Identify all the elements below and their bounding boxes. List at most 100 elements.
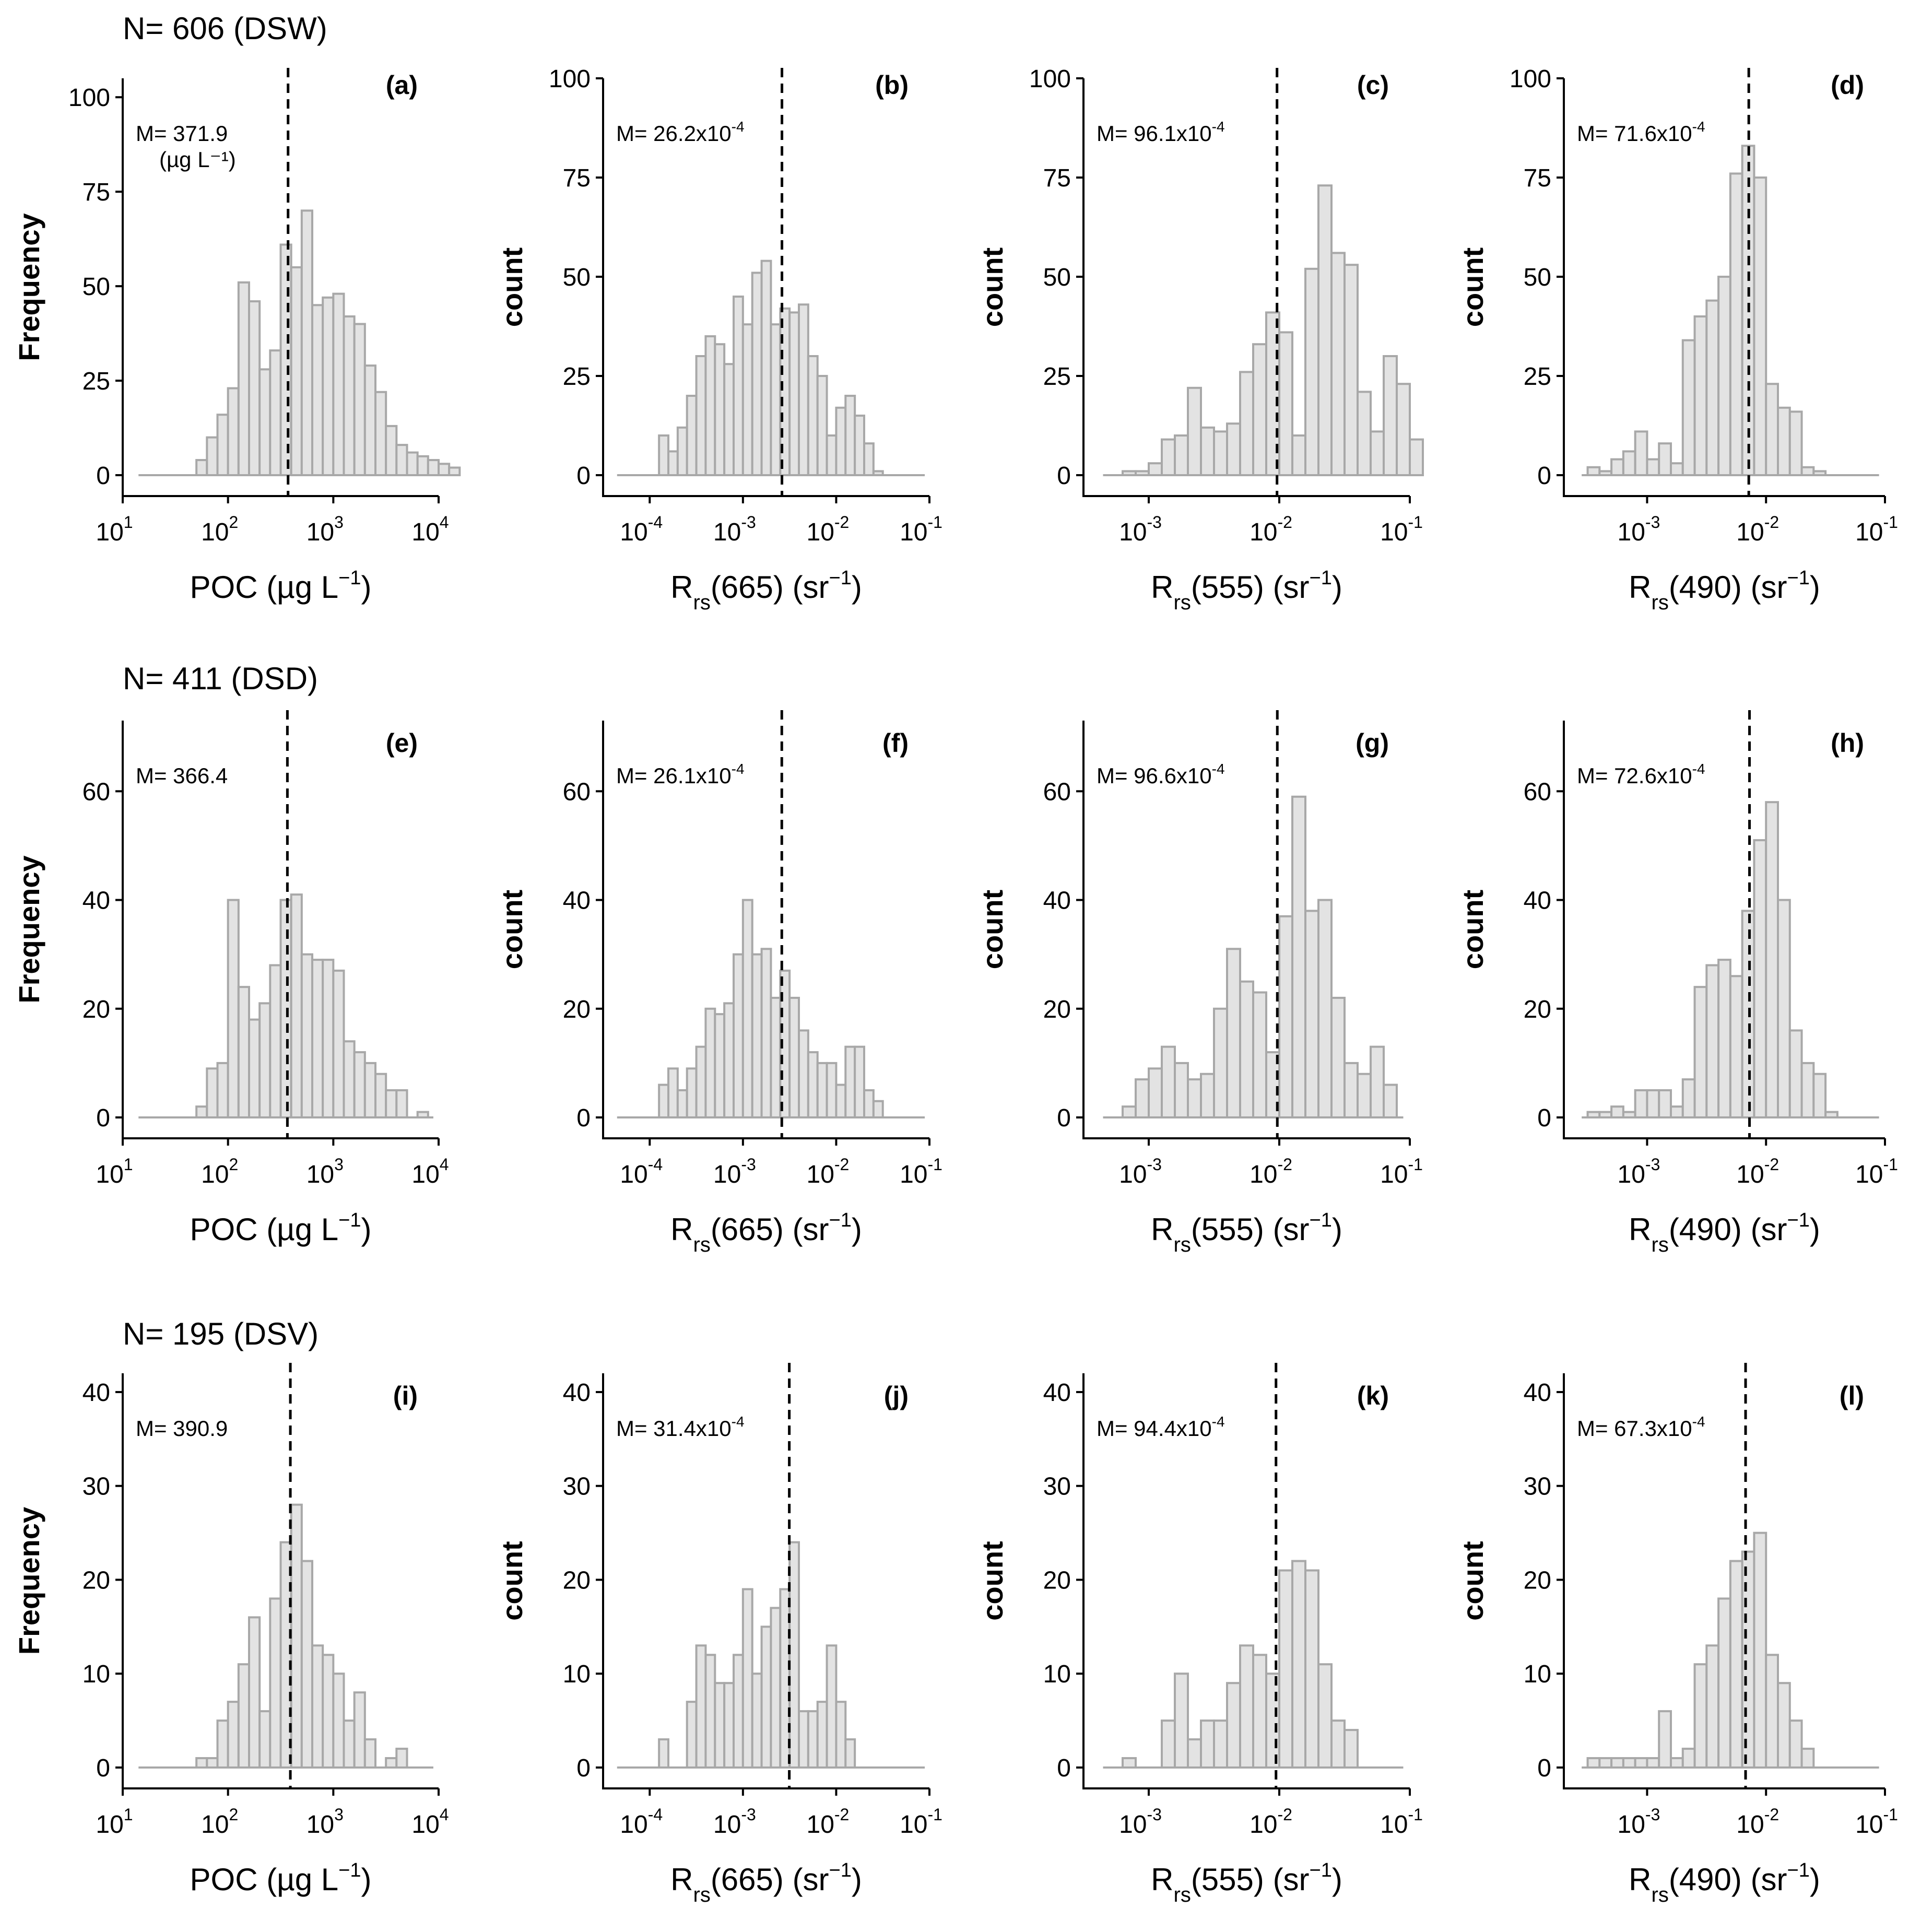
y-axis-label: count (496, 890, 528, 969)
y-tick-label: 10 (1524, 1660, 1551, 1688)
panel-g: 0 20 40 60 10-3 10-2 10-1 M= 96.6x10-4 (g) count R… (976, 710, 1423, 1256)
x-axis-label: Rrs(665) (sr−1) (670, 1859, 862, 1906)
histogram-bar (1753, 176, 1767, 476)
histogram-bar (1278, 331, 1293, 477)
median-label: M= 371.9 (136, 121, 228, 146)
panel-i: 0 10 20 30 40 101 102 103 104 M= 390.9 (i) N= 195 (… (13, 1316, 449, 1897)
histogram-bar (300, 953, 313, 1119)
histogram-bar (1753, 839, 1767, 1119)
y-tick-label: 50 (83, 273, 110, 301)
histogram-bar (1705, 299, 1720, 476)
superscript: −1 (1787, 1859, 1810, 1881)
x-tick-exponent: 3 (334, 1155, 344, 1174)
y-tick-label: 20 (83, 996, 110, 1023)
axis-lines (602, 721, 929, 1139)
histogram-bar (704, 1654, 716, 1769)
histogram-bar (1174, 1062, 1189, 1118)
y-tick-label: 0 (1537, 462, 1551, 490)
histogram-bar (374, 1073, 387, 1119)
histogram-bar (1135, 1078, 1150, 1118)
y-tick-label: 50 (1043, 264, 1071, 291)
histogram-bar (1239, 1644, 1254, 1769)
histogram-bar (1343, 1062, 1359, 1118)
x-tick-exponent: -2 (1764, 513, 1779, 532)
histogram-bar (844, 395, 856, 476)
histogram-bar (1370, 1045, 1385, 1119)
y-tick-label: 20 (1043, 996, 1071, 1023)
histogram-bar (290, 893, 303, 1118)
histogram-bar (658, 1083, 669, 1118)
x-tick-label: 10-3 (1119, 1805, 1162, 1839)
histogram-bar (1135, 470, 1150, 477)
x-tick-exponent: -3 (1147, 1155, 1161, 1174)
histogram-bar (816, 375, 828, 476)
histogram-bar (1383, 1083, 1398, 1118)
median-exponent: -4 (1212, 119, 1225, 135)
histogram-bar (1646, 1089, 1660, 1119)
histogram-bar (363, 1738, 376, 1769)
x-tick-label: 10-3 (1618, 1155, 1660, 1188)
y-tick-label: 20 (563, 1566, 591, 1594)
histogram-bar (237, 281, 251, 476)
panel-e: 0 20 40 60 101 102 103 104 M= 366.4 (e) N= 411 (DS… (13, 661, 449, 1247)
histogram-bar (1239, 980, 1254, 1119)
subscript: rs (693, 591, 711, 614)
histogram-bar (863, 442, 875, 477)
x-tick-label: 10-2 (1736, 1155, 1779, 1188)
subscript: rs (1652, 1883, 1669, 1906)
histogram-bar (311, 959, 324, 1118)
y-tick-label: 10 (563, 1660, 591, 1688)
x-tick-label: 103 (307, 513, 344, 546)
histogram-bar (395, 444, 408, 476)
histogram-bar (1200, 1719, 1215, 1769)
x-tick-exponent: -3 (741, 513, 756, 532)
panel-letter: (i) (393, 1381, 418, 1410)
superscript: −1 (1310, 1209, 1332, 1231)
histogram-bar (807, 355, 819, 476)
x-axis-label: POC (µg L−1) (190, 1859, 372, 1897)
histogram-bar (427, 459, 440, 476)
y-tick-label: 0 (96, 1754, 110, 1782)
histogram-bar (1122, 1105, 1137, 1118)
histogram-bar (385, 1757, 398, 1769)
histogram-bar (279, 1541, 292, 1769)
histogram-bar (343, 315, 356, 476)
histogram-bar (1383, 355, 1398, 476)
subscript: rs (1174, 591, 1191, 614)
histogram-bar (788, 996, 800, 1118)
x-axis-label: Rrs(490) (sr−1) (1629, 1209, 1820, 1256)
histogram-bar (343, 1040, 356, 1118)
panel-letter: (l) (1840, 1381, 1864, 1410)
histogram-bar (1278, 915, 1293, 1119)
panel-letter: (d) (1831, 70, 1864, 100)
histogram-bar (1586, 1111, 1601, 1119)
histogram-bar (332, 292, 345, 476)
x-tick-exponent: -3 (1147, 513, 1161, 532)
histogram-bar (1304, 1569, 1319, 1769)
histogram-bar (1610, 458, 1624, 476)
histogram-bar (854, 415, 865, 476)
histogram-bar (1598, 470, 1613, 477)
x-tick-exponent: 4 (440, 1805, 449, 1824)
x-tick-label: 10-1 (1855, 1805, 1898, 1839)
x-tick-exponent: 4 (440, 1155, 449, 1174)
x-tick-exponent: -2 (1764, 1155, 1779, 1174)
x-tick-label: 102 (201, 513, 238, 546)
histogram-bar (1777, 406, 1791, 476)
x-tick-label: 10-4 (620, 1805, 663, 1839)
x-tick-exponent: -1 (927, 513, 942, 532)
y-tick-label: 0 (1537, 1104, 1551, 1132)
panel-c: 0 25 50 75 100 10-3 10-2 10-1 M= 96.1x10-4 (c) cou… (976, 65, 1424, 614)
y-axis-label: count (976, 1541, 1009, 1620)
median-exponent: -4 (1692, 761, 1705, 777)
x-tick-label: 10-3 (1618, 1805, 1660, 1839)
subscript: rs (693, 1233, 711, 1256)
x-axis-label: Rrs(665) (sr−1) (670, 567, 862, 614)
histogram-bar (686, 1067, 698, 1119)
x-tick-exponent: -1 (1408, 1155, 1422, 1174)
histogram-bar (1622, 1111, 1636, 1119)
x-tick-exponent: -2 (834, 1155, 849, 1174)
median-label: M= 366.4 (136, 763, 228, 788)
histogram-bar (826, 1062, 838, 1118)
x-tick-exponent: -1 (927, 1805, 942, 1824)
